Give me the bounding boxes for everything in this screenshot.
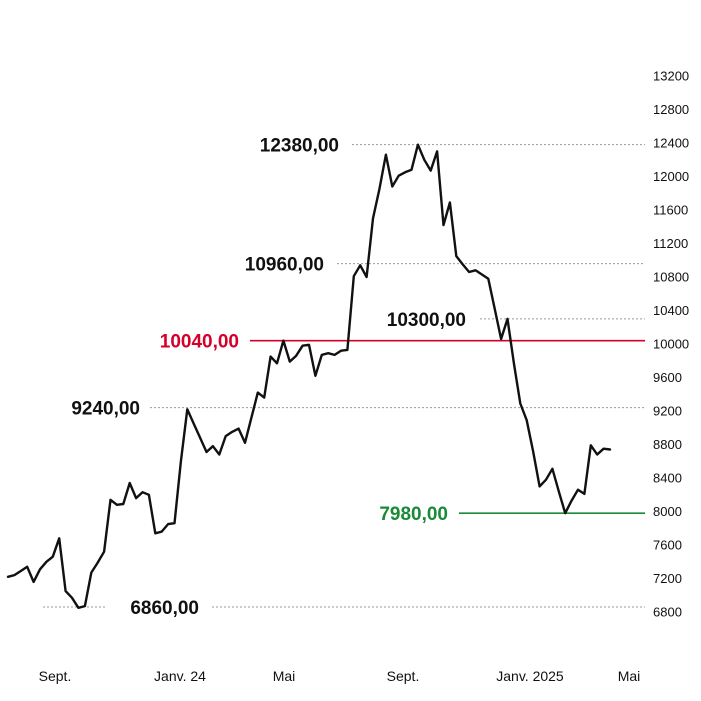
series-line	[6, 143, 612, 609]
y-tick-label: 10400	[653, 303, 689, 318]
y-tick-label: 12400	[653, 136, 689, 151]
y-tick-label: 13200	[653, 69, 689, 84]
y-tick-label: 7200	[653, 571, 682, 586]
y-tick-label: 8400	[653, 471, 682, 486]
y-tick-label: 10000	[653, 337, 689, 352]
y-tick-label: 12800	[653, 102, 689, 117]
x-tick-label: Mai	[273, 668, 296, 684]
x-tick-label: Mai	[618, 668, 641, 684]
x-tick-label: Sept.	[387, 668, 420, 684]
y-tick-label: 11200	[653, 236, 688, 251]
y-tick-label: 8000	[653, 504, 682, 519]
series-layer	[6, 143, 612, 609]
annotation-label: 10040,00	[160, 332, 239, 353]
y-tick-label: 11600	[653, 203, 688, 218]
x-tick-label: Janv. 2025	[496, 668, 564, 684]
x-tick-label: Janv. 24	[154, 668, 206, 684]
y-tick-label: 9200	[653, 404, 682, 419]
reference-lines	[43, 144, 645, 608]
annotation-label: 9240,00	[71, 399, 140, 420]
y-tick-label: 9600	[653, 370, 682, 385]
annotation-label: 10300,00	[387, 310, 466, 331]
annotation-labels: 12380,00 10960,00 10040,00 10300,00 9240,00 7…	[71, 136, 466, 619]
annotation-label: 10960,00	[245, 255, 324, 276]
y-tick-label: 8800	[653, 437, 682, 452]
y-tick-label: 10800	[653, 270, 689, 285]
y-axis-ticks: 6800 7200 7600 8000 8400 8800 9200 9600 10000 104…	[653, 69, 689, 620]
annotation-label: 6860,00	[130, 598, 199, 619]
y-tick-label: 12000	[653, 169, 689, 184]
y-tick-label: 7600	[653, 538, 682, 553]
y-tick-label: 6800	[653, 605, 682, 620]
annotation-label: 7980,00	[379, 504, 448, 525]
x-tick-label: Sept.	[39, 668, 72, 684]
annotation-label: 12380,00	[260, 136, 339, 157]
x-axis-ticks: Sept. Janv. 24 Mai Sept. Janv. 2025 Mai	[39, 668, 641, 684]
